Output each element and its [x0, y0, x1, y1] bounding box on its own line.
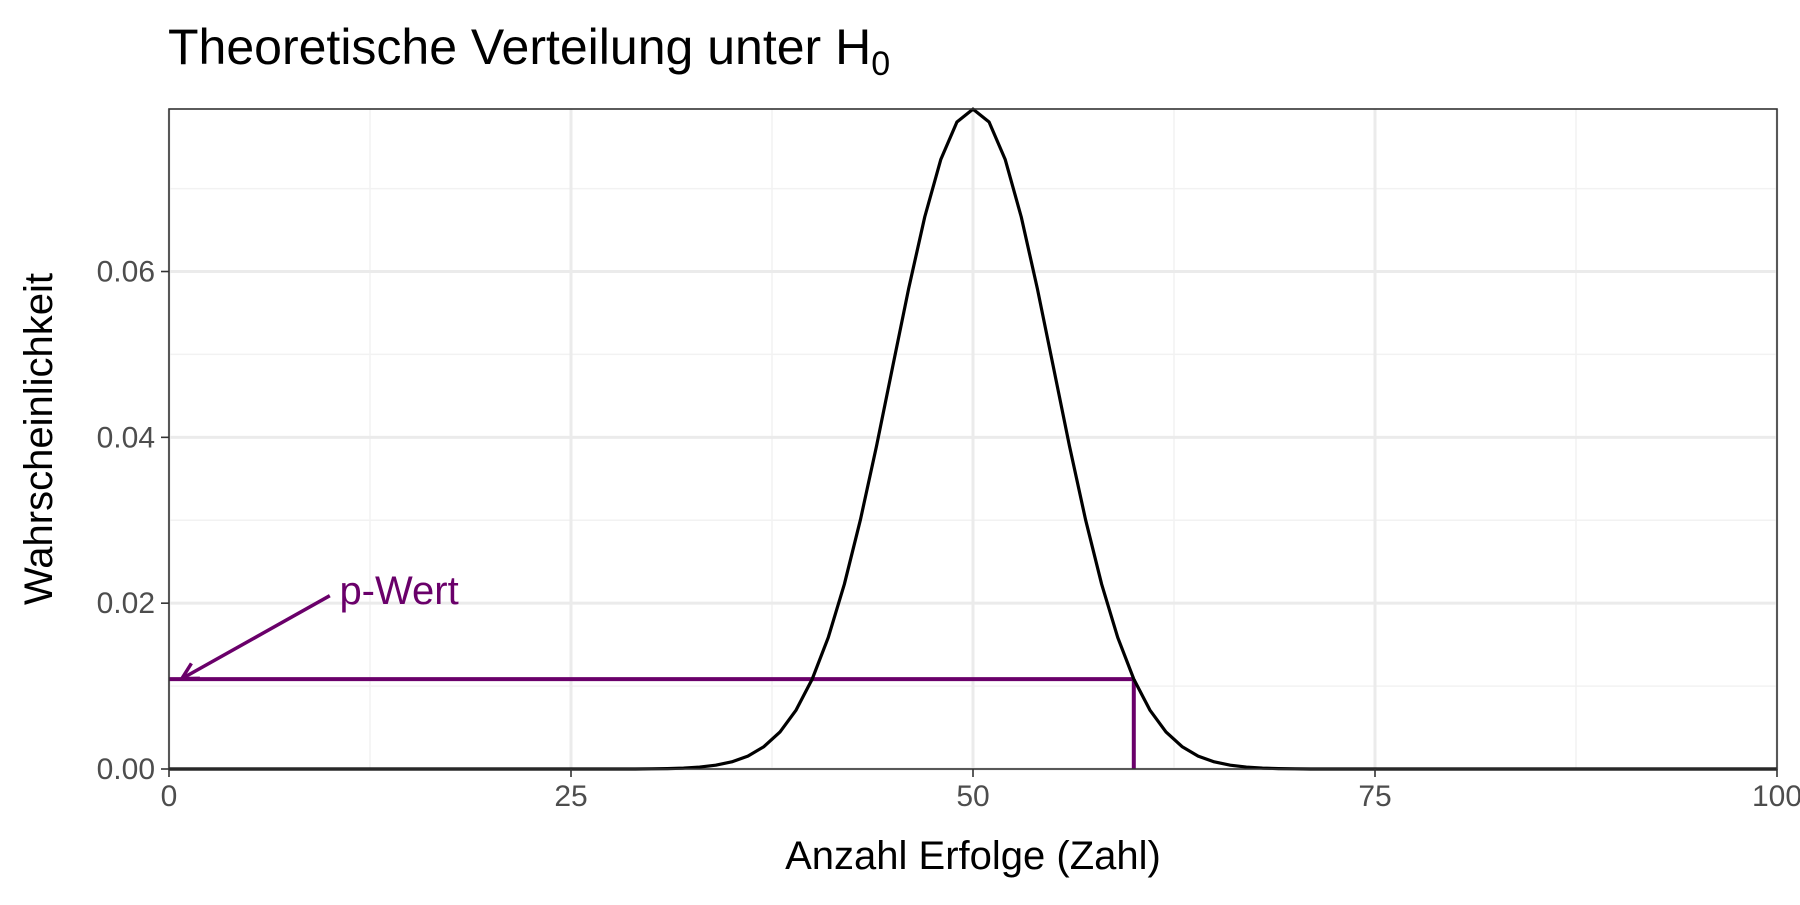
p-value-arrow	[181, 594, 331, 681]
x-tick-label: 75	[1358, 780, 1391, 813]
y-axis-title: Wahrscheinlichkeit	[17, 273, 61, 605]
y-tick-label: 0.06	[97, 256, 155, 289]
chart-title-subscript: 0	[871, 45, 890, 83]
annotation-layer	[169, 677, 1136, 769]
x-tick-label: 50	[956, 780, 989, 813]
chart-title-main: Theoretische Verteilung unter H	[168, 19, 871, 75]
p-value-label: p-Wert	[339, 569, 458, 613]
y-tick-label: 0.00	[97, 753, 155, 786]
grid-layer	[167, 109, 1779, 771]
y-tick-label: 0.04	[97, 421, 155, 454]
y-tick-label: 0.02	[97, 587, 155, 620]
annotation-text-layer: p-Wert	[178, 569, 459, 681]
axis-layer: 0 25 50 75 100 0.00 0.02 0.04 0.06	[97, 256, 1800, 813]
x-tick-label: 0	[161, 780, 178, 813]
chart-title: Theoretische Verteilung unter H0	[168, 19, 890, 83]
p-value-arrowhead	[178, 662, 200, 681]
x-tick-label: 100	[1752, 780, 1800, 813]
x-tick-label: 25	[554, 780, 587, 813]
x-axis-title: Anzahl Erfolge (Zahl)	[785, 834, 1161, 878]
